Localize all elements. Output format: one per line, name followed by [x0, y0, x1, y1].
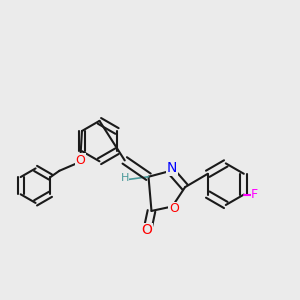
Text: O: O	[75, 154, 85, 167]
Text: O: O	[142, 223, 152, 237]
Text: O: O	[169, 202, 179, 215]
Text: H: H	[121, 173, 129, 183]
Text: F: F	[251, 188, 258, 201]
Text: N: N	[167, 161, 178, 176]
